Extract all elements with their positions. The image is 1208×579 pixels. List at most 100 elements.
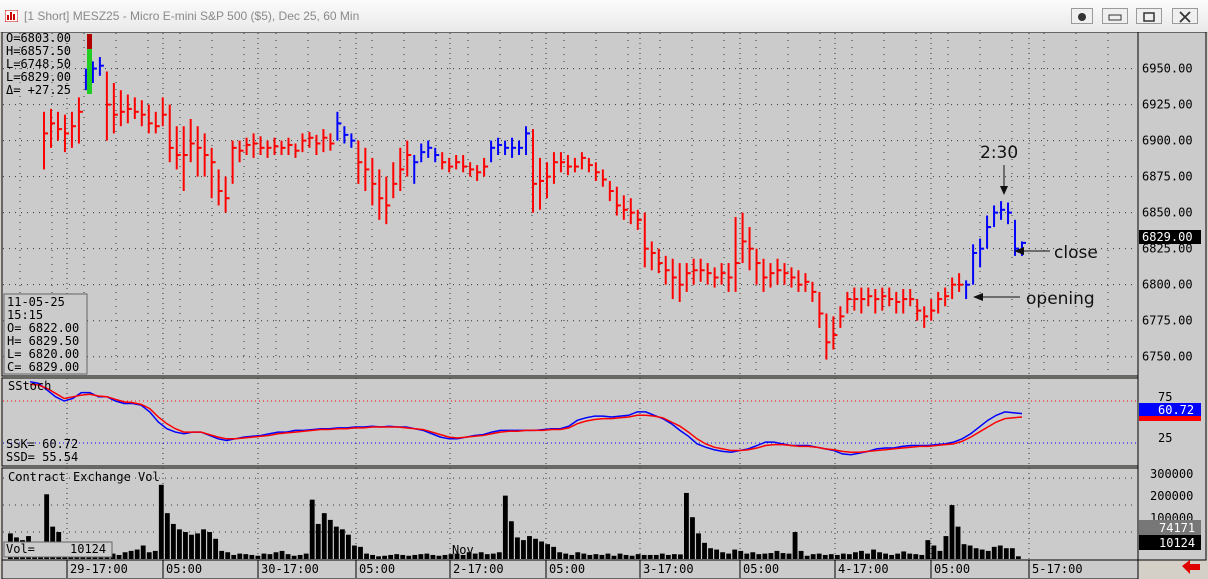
volume-bar	[207, 532, 213, 559]
volume-bar	[285, 554, 291, 559]
volume-bar	[527, 536, 532, 559]
volume-bar	[370, 554, 375, 559]
sstoch-panel[interactable]	[1, 377, 1139, 467]
price-tick-label: 6850.00	[1142, 206, 1193, 220]
volume-bar	[889, 554, 895, 559]
volume-bar	[116, 554, 122, 559]
volume-bar	[599, 554, 605, 559]
annotations: 2:30 close opening	[973, 143, 1098, 309]
cursor-open: O= 6822.00	[7, 321, 79, 335]
record-dot-button[interactable]	[1071, 8, 1093, 24]
volume-bar	[539, 541, 544, 559]
chart-area[interactable]: 6950.00 6925.00 6900.00 6875.00 6850.00 6825.…	[0, 32, 1208, 579]
title-bar[interactable]: [1 Short] MESZ25 - Micro E-mini S&P 500 …	[0, 0, 1208, 33]
time-tick-label: 05:00	[549, 562, 585, 576]
record-dot-icon	[1078, 13, 1086, 21]
volume-bar	[641, 554, 647, 559]
volume-bar	[973, 548, 979, 559]
time-axis	[1, 559, 1139, 579]
vol-label: Vol=	[6, 542, 35, 556]
volume-bar	[418, 554, 424, 559]
price-tag	[1139, 230, 1201, 244]
volume-bar	[671, 554, 677, 559]
price-panel[interactable]	[1, 32, 1139, 377]
vol-tag-upper	[1139, 520, 1201, 535]
volume-bar	[333, 526, 339, 559]
volume-bar	[738, 550, 744, 559]
time-tick-label: 05:00	[166, 562, 202, 576]
volume-bar	[430, 554, 436, 559]
volume-bar	[364, 553, 369, 559]
ssd-readout: SSD= 55.54	[6, 450, 78, 464]
volume-bar	[647, 554, 653, 559]
price-tick-label: 6800.00	[1142, 278, 1193, 292]
volume-bar	[321, 513, 327, 559]
vol-tag-lower	[1139, 535, 1201, 550]
minimize-button[interactable]	[1102, 8, 1128, 24]
volume-bar	[551, 546, 557, 559]
volume-bar	[840, 553, 846, 559]
volume-bar	[792, 532, 798, 559]
volume-bar	[261, 553, 267, 559]
volume-bar	[521, 540, 526, 559]
volume-bar	[352, 545, 357, 559]
volume-bar	[810, 554, 816, 559]
volume-bar	[563, 553, 569, 559]
volume-bar	[243, 554, 249, 559]
time-tick-label: 05:00	[934, 562, 970, 576]
price-axis-labels: 6950.00 6925.00 6900.00 6875.00 6850.00 6825.…	[1142, 62, 1193, 364]
volume-title: Contract Exchange Vol	[8, 470, 160, 484]
volume-bar	[339, 529, 345, 559]
volume-bar	[575, 552, 581, 559]
volume-bar	[406, 555, 412, 559]
volume-bar	[677, 554, 683, 559]
volume-bar	[768, 553, 774, 559]
volume-bar	[122, 552, 128, 559]
vol-tick-200000: 200000	[1150, 489, 1193, 503]
cursor-date: 11-05-25	[7, 295, 65, 309]
restore-button[interactable]	[1136, 8, 1162, 24]
volume-bar	[134, 549, 140, 559]
volume-bar	[267, 554, 273, 559]
session-lines	[19, 33, 1109, 560]
volume-bar	[665, 554, 671, 559]
minimize-icon	[1108, 14, 1122, 21]
scroll-back-arrow-icon[interactable]	[1182, 560, 1200, 574]
volume-bar	[877, 552, 882, 559]
volume-bar	[279, 550, 285, 559]
volume-bar	[949, 505, 955, 559]
volume-bar	[201, 529, 206, 559]
time-tick-label: 30-17:00	[261, 562, 319, 576]
cursor-time: 15:15	[7, 308, 43, 322]
volume-bar	[690, 517, 695, 559]
close-button[interactable]	[1172, 8, 1198, 24]
volume-bar	[442, 554, 448, 559]
time-axis-labels: 29-17:00 05:00 30-17:00 05:00 2-17:00 05:00 3-…	[66, 560, 1083, 578]
range-bar-red	[87, 34, 92, 49]
time-arrowhead	[1000, 186, 1008, 195]
volume-bar	[991, 546, 997, 559]
ohlc-high: H=6857.50	[6, 44, 71, 58]
volume-bar	[967, 545, 973, 559]
cursor-low: L= 6820.00	[7, 347, 79, 361]
volume-bar	[750, 552, 756, 559]
volume-bar	[581, 553, 587, 559]
volume-bar	[1003, 548, 1009, 559]
cursor-close: C= 6829.00	[7, 360, 79, 374]
volume-bar	[400, 554, 406, 559]
volume-bar	[720, 552, 726, 559]
time-annotation: 2:30	[980, 143, 1018, 163]
volume-bar	[653, 554, 659, 559]
volume-bar	[895, 553, 901, 559]
volume-bar	[714, 549, 720, 559]
ssk-tag	[1139, 403, 1201, 416]
volume-bar	[297, 554, 303, 559]
volume-bar	[744, 553, 750, 559]
volume-bar	[635, 554, 641, 559]
volume-bar	[931, 545, 937, 559]
volume-bar	[708, 548, 713, 559]
sstoch-ssd-line	[29, 383, 1023, 453]
cursor-high: H= 6829.50	[7, 334, 79, 348]
volume-bar	[786, 553, 792, 559]
price-tick-label: 6950.00	[1142, 62, 1193, 76]
